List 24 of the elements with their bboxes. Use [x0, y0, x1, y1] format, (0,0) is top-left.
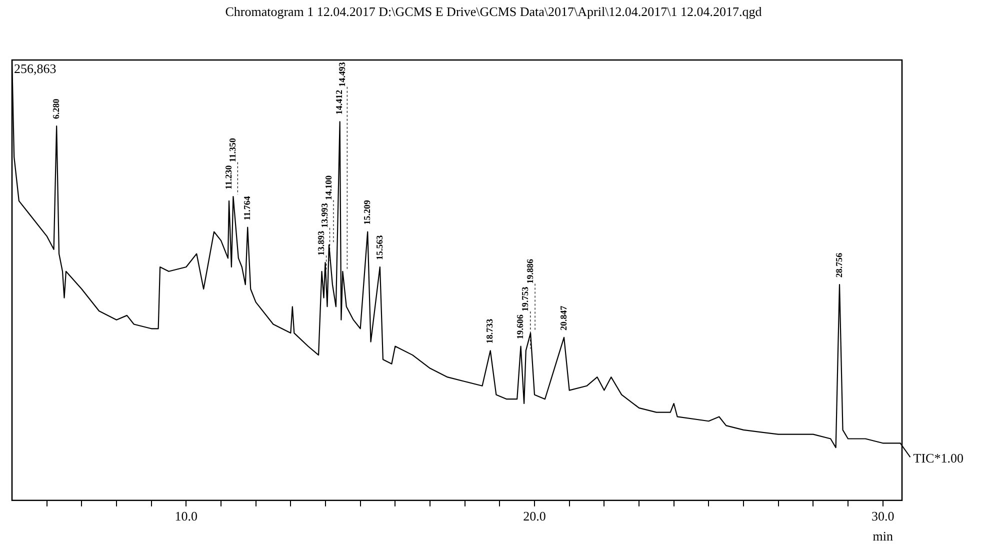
annotation: 11.764: [242, 196, 252, 220]
x-axis-title: min: [872, 528, 894, 544]
annotation: 14.100: [323, 174, 334, 200]
x-tick-label: 20.0: [523, 508, 546, 524]
x-tick-label: 10.0: [174, 508, 198, 524]
annotation: 14.493: [337, 62, 348, 87]
annotation: 20.847: [558, 305, 568, 330]
annotation: 18.733: [484, 318, 495, 344]
annotation: 19.886: [524, 258, 535, 284]
annotation: 11.230: [223, 164, 234, 190]
annotation: 6.280: [50, 98, 61, 120]
legend-label: TIC*1.00: [913, 450, 964, 466]
annotation: 13.893: [316, 230, 326, 256]
annotation: 19.606: [515, 314, 526, 340]
chart-title: Chromatogram 1 12.04.2017 D:\GCMS E Drive\GCMS Data\2017\April\12.04.2017\1 12.04.2017.qgd: [224, 4, 763, 20]
annotation: 11.350: [228, 138, 238, 162]
annotation: 28.756: [834, 252, 844, 278]
annotation: 14.412: [334, 89, 344, 115]
annotation: 13.993: [320, 202, 330, 228]
x-tick-label: 30.0: [871, 508, 894, 524]
annotation: 256,863: [14, 60, 56, 76]
annotation: 15.563: [374, 234, 384, 260]
annotation: 15.209: [362, 200, 372, 225]
annotation: 19.753: [520, 286, 530, 312]
